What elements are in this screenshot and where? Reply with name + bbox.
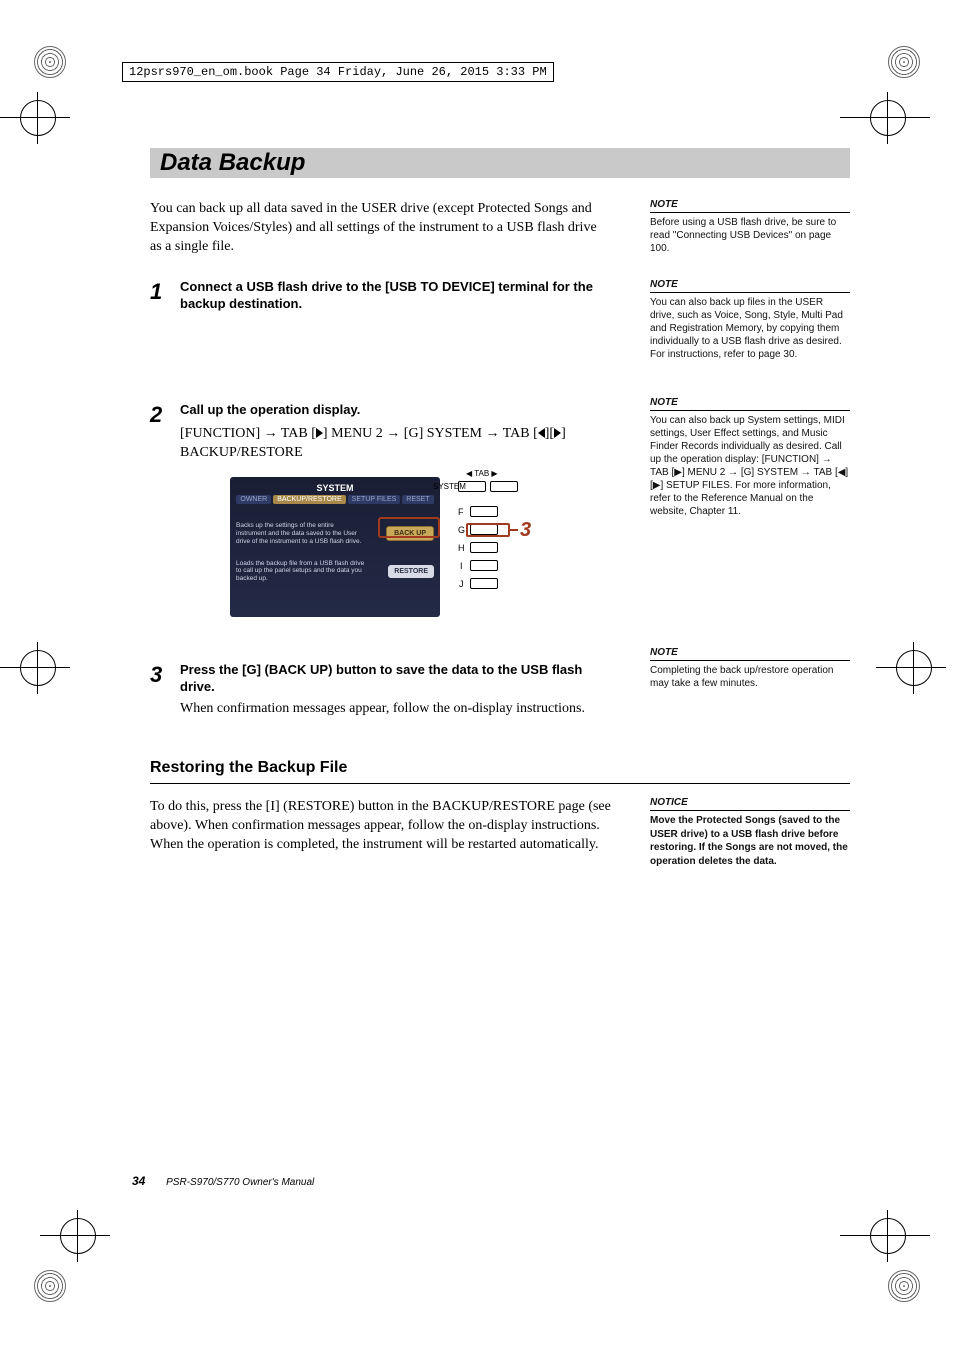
- restore-text: To do this, press the [I] (RESTORE) butt…: [150, 798, 630, 855]
- section-intro: You can back up all data saved in the US…: [150, 200, 610, 257]
- lcd-screenshot: SYSTEM OWNER BACKUP/RESTORE SETUP FILES …: [230, 477, 530, 622]
- section-title: Data Backup: [160, 149, 305, 177]
- lcd-tab-active: BACKUP/RESTORE: [273, 495, 345, 504]
- panel-letter: J: [459, 579, 464, 589]
- panel-btn-shape: [470, 542, 498, 553]
- print-regmark-tr: [884, 42, 924, 82]
- note-body: Before using a USB flash drive, be sure …: [650, 216, 850, 255]
- note-3: NOTE You can also back up System setting…: [650, 396, 850, 518]
- print-cross-ml: [20, 650, 140, 700]
- step-number: 3: [150, 662, 180, 688]
- print-cross-mr: [896, 650, 954, 700]
- note-body: You can also back up System settings, MI…: [650, 414, 850, 518]
- callout-highlight-g: [466, 523, 510, 537]
- lcd-tabbar: OWNER BACKUP/RESTORE SETUP FILES RESET: [236, 495, 434, 504]
- print-page-path: 12psrs970_en_om.book Page 34 Friday, Jun…: [122, 62, 554, 82]
- step-number: 2: [150, 402, 180, 428]
- lcd-tab: SETUP FILES: [348, 495, 401, 504]
- note-2: NOTE You can also back up files in the U…: [650, 278, 850, 361]
- notice-body: Move the Protected Songs (saved to the U…: [650, 814, 850, 868]
- lcd-row-text: Loads the backup file from a USB flash d…: [236, 560, 366, 583]
- panel-btn-shape: [470, 506, 498, 517]
- panel-letter: I: [460, 561, 463, 571]
- print-cross-tr: [870, 100, 954, 150]
- subheading-restore: Restoring the Backup File: [150, 759, 850, 777]
- note-4: NOTE Completing the back up/restore oper…: [650, 646, 850, 690]
- step-path: [FUNCTION] → TAB [] MENU 2 → [G] SYSTEM …: [180, 423, 610, 463]
- lcd-screen: SYSTEM OWNER BACKUP/RESTORE SETUP FILES …: [230, 477, 440, 617]
- step-heading: Connect a USB flash drive to the [USB TO…: [180, 279, 610, 313]
- page-footer: 34 PSR-S970/S770 Owner's Manual: [132, 1174, 314, 1188]
- panel-btn-shape: [470, 560, 498, 571]
- page-number: 34: [132, 1174, 145, 1188]
- lcd-row-text: Backs up the settings of the entire inst…: [236, 522, 366, 545]
- note-body: You can also back up files in the USER d…: [650, 296, 850, 361]
- note-head: NOTE: [650, 646, 850, 661]
- path-seg: ] MENU 2: [323, 426, 386, 441]
- print-cross-tl: [20, 100, 140, 150]
- print-cross-bl: [60, 1218, 180, 1268]
- step-text: When confirmation messages appear, follo…: [180, 700, 610, 719]
- print-regmark-bl: [30, 1266, 70, 1306]
- step-3: 3 Press the [G] (BACK UP) button to save…: [150, 662, 610, 719]
- manual-name: PSR-S970/S770 Owner's Manual: [166, 1177, 314, 1188]
- step-heading: Press the [G] (BACK UP) button to save t…: [180, 662, 610, 696]
- subheading-underline: [150, 783, 850, 784]
- notice: NOTICE Move the Protected Songs (saved t…: [650, 796, 850, 868]
- lcd-title: SYSTEM: [236, 483, 434, 493]
- lcd-restore-button: RESTORE: [388, 565, 434, 578]
- content-area: Data Backup You can back up all data sav…: [150, 148, 850, 854]
- note-head: NOTE: [650, 198, 850, 213]
- notice-head: NOTICE: [650, 796, 850, 811]
- step-number: 1: [150, 279, 180, 305]
- lcd-tab: RESET: [402, 495, 433, 504]
- path-seg: [FUNCTION]: [180, 426, 264, 441]
- step-heading: Call up the operation display.: [180, 402, 610, 419]
- callout-highlight-backup: [378, 517, 440, 538]
- panel-letter: F: [458, 507, 464, 517]
- section-title-bar: Data Backup: [150, 148, 850, 178]
- print-regmark-tl: [30, 42, 70, 82]
- panel-btn-shape: [490, 481, 518, 492]
- arrow-right-icon: →: [264, 424, 278, 440]
- callout-number: 3: [520, 519, 531, 542]
- panel-btn-shape: [470, 578, 498, 589]
- panel-letter: G: [458, 525, 465, 535]
- path-seg: TAB [: [503, 426, 538, 441]
- arrow-right-icon: →: [485, 424, 499, 440]
- path-seg: [G] SYSTEM: [404, 426, 486, 441]
- note-head: NOTE: [650, 278, 850, 293]
- triangle-right-icon: [316, 428, 323, 438]
- path-seg: TAB [: [281, 426, 316, 441]
- triangle-left-icon: [538, 428, 545, 438]
- panel-letter: H: [458, 543, 465, 553]
- system-small-label: SYSTEM: [433, 482, 466, 491]
- lcd-tab: OWNER: [236, 495, 271, 504]
- print-regmark-br: [884, 1266, 924, 1306]
- tab-label: TAB: [474, 469, 489, 478]
- note-body: Completing the back up/restore operation…: [650, 664, 850, 690]
- note-1: NOTE Before using a USB flash drive, be …: [650, 198, 850, 255]
- step-2: 2 Call up the operation display. [FUNCTI…: [150, 402, 610, 622]
- step-1: 1 Connect a USB flash drive to the [USB …: [150, 279, 610, 313]
- print-cross-br: [870, 1218, 954, 1268]
- arrow-right-icon: →: [386, 424, 400, 440]
- note-head: NOTE: [650, 396, 850, 411]
- page: 12psrs970_en_om.book Page 34 Friday, Jun…: [0, 0, 954, 1350]
